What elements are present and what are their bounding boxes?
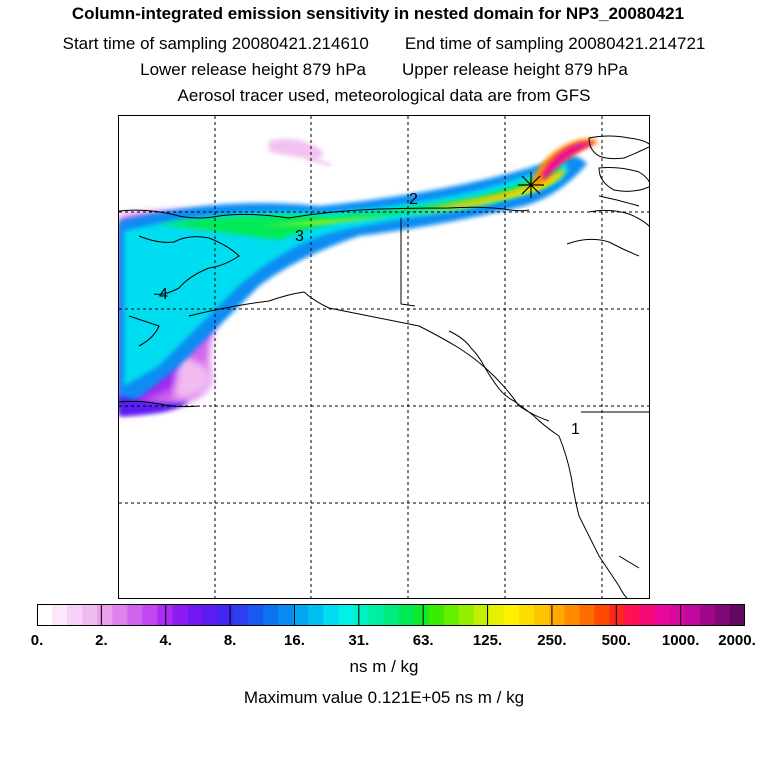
- colorbar-tick-label: 500.: [601, 632, 631, 649]
- colorbar-swatch: [594, 604, 610, 626]
- colorbar-swatch: [308, 604, 324, 626]
- colorbar-svg: [36, 604, 746, 626]
- colorbar-swatch: [428, 604, 445, 626]
- colorbar-swatch: [669, 604, 686, 626]
- colorbar-tick-label: 16.: [284, 632, 305, 649]
- colorbar-swatch: [684, 604, 701, 626]
- maximum-value-text: Maximum value 0.121E+05 ns m / kg: [243, 688, 525, 707]
- colorbar-tick-label: 4.: [159, 632, 172, 649]
- colorbar-swatch: [187, 604, 204, 626]
- colorbar-swatch: [97, 604, 113, 626]
- day-label-4: 4: [159, 286, 168, 303]
- map-canvas: 2 3 4 1: [119, 116, 649, 598]
- colorbar-swatch: [729, 604, 746, 626]
- colorbar-units: ns m / kg: [349, 657, 419, 676]
- colorbar-swatch: [247, 604, 264, 626]
- colorbar-swatch: [323, 604, 339, 626]
- colorbar-swatch: [413, 604, 430, 626]
- colorbar-swatch: [52, 604, 68, 626]
- colorbar-tick-label: 2000.: [718, 632, 756, 649]
- colorbar-swatch: [37, 604, 53, 626]
- lat-lon-grid: [119, 116, 649, 598]
- start-time-text: Start time of sampling 20080421.214610: [62, 34, 369, 53]
- upper-height-text: Upper release height 879 hPa: [402, 60, 628, 79]
- emission-plume: [119, 138, 599, 416]
- colorbar-swatch: [82, 604, 98, 626]
- colorbar-swatch: [278, 604, 294, 626]
- sampling-times: Start time of sampling 20080421.214610 En…: [0, 34, 768, 54]
- colorbar-swatch: [383, 604, 400, 626]
- day-label-1: 1: [571, 421, 580, 438]
- release-location-star: [518, 172, 544, 198]
- colorbar-swatch: [564, 604, 580, 626]
- map-title: Column-integrated emission sensitivity i…: [71, 4, 685, 23]
- colorbar-swatch: [262, 604, 279, 626]
- release-heights: Lower release height 879 hPa Upper releas…: [0, 60, 768, 80]
- colorbar-swatch: [473, 604, 490, 626]
- colorbar-tick-label: 0.: [30, 632, 44, 649]
- colorbar-swatch: [112, 604, 128, 626]
- colorbar-swatch: [579, 604, 595, 626]
- colorbar-swatch: [714, 604, 731, 626]
- colorbar-swatch: [503, 604, 520, 626]
- colorbar-swatch: [398, 604, 415, 626]
- colorbar-swatch: [67, 604, 83, 626]
- colorbar-tick-label: 125.: [472, 632, 503, 649]
- colorbar: [36, 604, 746, 626]
- colorbar-swatch: [217, 604, 234, 626]
- colorbar-swatch: [232, 604, 249, 626]
- colorbar-swatch: [202, 604, 219, 626]
- colorbar-swatch: [519, 604, 535, 626]
- colorbar-swatch: [353, 604, 369, 626]
- colorbar-swatch: [338, 604, 354, 626]
- day-label-3: 3: [295, 228, 304, 245]
- colorbar-swatch: [488, 604, 505, 626]
- colorbar-tick-label: 8.: [223, 632, 237, 649]
- colorbar-tick-label: 1000.: [661, 632, 700, 649]
- colorbar-swatch: [624, 604, 641, 626]
- colorbar-tick-label: 2.: [95, 632, 108, 649]
- colorbar-swatch: [639, 604, 656, 626]
- colorbar-swatch: [534, 604, 550, 626]
- colorbar-swatch: [368, 604, 384, 626]
- lower-height-text: Lower release height 879 hPa: [140, 60, 366, 79]
- sensitivity-map: 2 3 4 1: [118, 115, 650, 599]
- colorbar-swatch: [654, 604, 671, 626]
- colorbar-swatch: [142, 604, 159, 626]
- tracer-note: Aerosol tracer used, meteorological data…: [177, 86, 591, 105]
- colorbar-swatch: [443, 604, 460, 626]
- colorbar-swatch: [458, 604, 475, 626]
- colorbar-swatch: [127, 604, 143, 626]
- colorbar-tick-label: 250.: [537, 632, 567, 649]
- colorbar-swatch: [172, 604, 189, 626]
- end-time-text: End time of sampling 20080421.214721: [404, 34, 706, 53]
- colorbar-tick-label: 31.: [348, 632, 370, 649]
- colorbar-swatch: [699, 604, 716, 626]
- colorbar-border: [37, 604, 745, 626]
- day-label-2: 2: [409, 191, 418, 208]
- colorbar-tick-label: 63.: [412, 632, 434, 649]
- colorbar-swatch: [549, 604, 565, 626]
- colorbar-swatch: [609, 604, 625, 626]
- colorbar-swatch: [293, 604, 309, 626]
